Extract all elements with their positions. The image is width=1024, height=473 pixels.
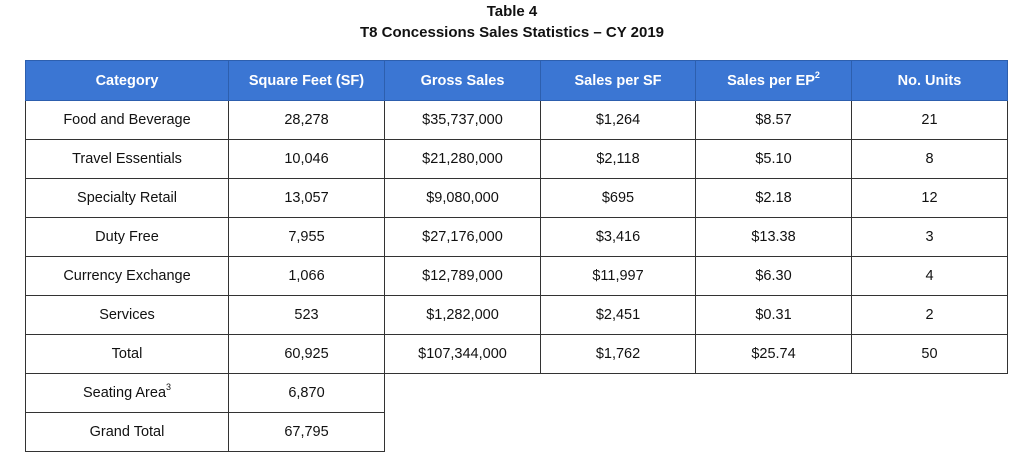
cell-sales-per-ep: $2.18 [695,178,852,218]
cell-sales-per-ep: $0.31 [695,295,852,335]
cell-square-feet: 67,795 [228,412,385,452]
cell-sales-per-ep: $13.38 [695,217,852,257]
cell-sales-per-ep: $6.30 [695,256,852,296]
cell-sales-per-sf: $695 [540,178,696,218]
cell-square-feet: 28,278 [228,100,385,140]
cell-units: 3 [851,217,1008,257]
cell-gross-sales: $1,282,000 [384,295,541,335]
table-title: T8 Concessions Sales Statistics – CY 201… [359,24,665,41]
cell-gross-sales: $107,344,000 [384,334,541,374]
table-row: Specialty Retail 13,057 $9,080,000 $695 … [25,178,1008,218]
empty-cell [384,373,1008,413]
cell-sales-per-ep: $5.10 [695,139,852,179]
table-row-seating-area: Seating Area3 6,870 [25,373,1008,413]
cell-gross-sales: $27,176,000 [384,217,541,257]
header-sales-per-ep: Sales per EP2 [695,60,852,101]
cell-square-feet: 13,057 [228,178,385,218]
cell-square-feet: 7,955 [228,217,385,257]
cell-square-feet: 6,870 [228,373,385,413]
table-number: Table 4 [486,3,538,20]
cell-category-label: Seating Area [82,385,167,401]
cell-square-feet: 10,046 [228,139,385,179]
header-sales-per-ep-label: Sales per EP [727,72,815,89]
cell-sales-per-sf: $1,264 [540,100,696,140]
table-row-total: Total 60,925 $107,344,000 $1,762 $25.74 … [25,334,1008,374]
table-row: Currency Exchange 1,066 $12,789,000 $11,… [25,256,1008,296]
cell-square-feet: 60,925 [228,334,385,374]
cell-category: Grand Total [25,412,229,452]
cell-square-feet: 1,066 [228,256,385,296]
cell-sales-per-ep: $8.57 [695,100,852,140]
cell-category: Services [25,295,229,335]
table-header-row: Category Square Feet (SF) Gross Sales Sa… [25,60,1008,101]
header-gross-sales: Gross Sales [384,60,541,101]
cell-square-feet: 523 [228,295,385,335]
cell-category: Specialty Retail [25,178,229,218]
cell-units: 8 [851,139,1008,179]
cell-units: 4 [851,256,1008,296]
cell-gross-sales: $9,080,000 [384,178,541,218]
footnote-marker: 3 [166,382,172,393]
cell-category: Currency Exchange [25,256,229,296]
cell-category: Seating Area3 [25,373,229,413]
cell-gross-sales: $21,280,000 [384,139,541,179]
empty-cell [384,412,1008,452]
concessions-sales-table: Category Square Feet (SF) Gross Sales Sa… [25,60,1008,452]
cell-sales-per-sf: $2,451 [540,295,696,335]
table-row: Travel Essentials 10,046 $21,280,000 $2,… [25,139,1008,179]
cell-category: Total [25,334,229,374]
cell-category: Food and Beverage [25,100,229,140]
cell-sales-per-sf: $3,416 [540,217,696,257]
cell-sales-per-ep: $25.74 [695,334,852,374]
footnote-marker: 2 [814,69,820,80]
cell-category: Travel Essentials [25,139,229,179]
header-sales-per-sf: Sales per SF [540,60,696,101]
table-row: Food and Beverage 28,278 $35,737,000 $1,… [25,100,1008,140]
cell-gross-sales: $12,789,000 [384,256,541,296]
table-row: Services 523 $1,282,000 $2,451 $0.31 2 [25,295,1008,335]
header-units: No. Units [851,60,1008,101]
table-row: Duty Free 7,955 $27,176,000 $3,416 $13.3… [25,217,1008,257]
cell-units: 50 [851,334,1008,374]
cell-sales-per-sf: $1,762 [540,334,696,374]
header-square-feet: Square Feet (SF) [228,60,385,101]
table-row-grand-total: Grand Total 67,795 [25,412,1008,452]
cell-sales-per-sf: $2,118 [540,139,696,179]
cell-units: 12 [851,178,1008,218]
cell-units: 2 [851,295,1008,335]
header-category: Category [25,60,229,101]
cell-gross-sales: $35,737,000 [384,100,541,140]
cell-sales-per-sf: $11,997 [540,256,696,296]
table-caption: Table 4 T8 Concessions Sales Statistics … [0,0,1024,43]
cell-category: Duty Free [25,217,229,257]
cell-units: 21 [851,100,1008,140]
